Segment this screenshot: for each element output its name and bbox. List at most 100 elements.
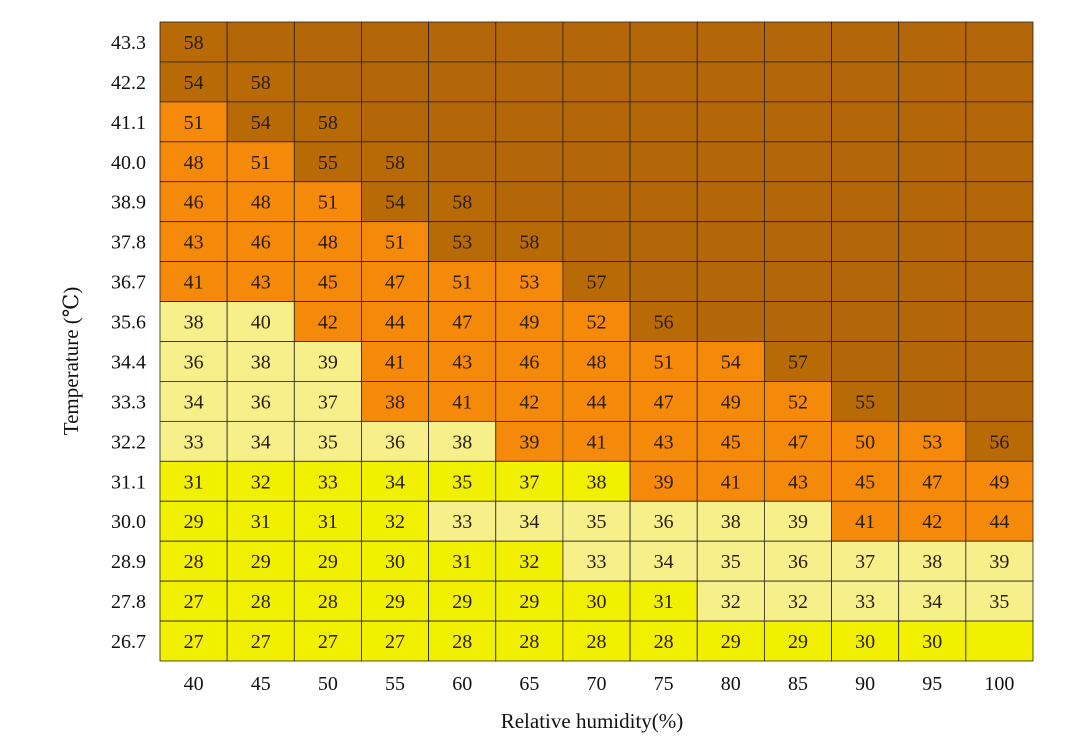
heatmap-cell	[696, 181, 765, 223]
heatmap-cell	[696, 21, 765, 63]
heatmap-cell	[293, 141, 362, 183]
cell-value-label: 35	[318, 431, 338, 453]
heatmap-cell	[831, 301, 900, 342]
cell-value-label: 51	[654, 351, 674, 373]
cell-value-label: 43	[654, 431, 674, 453]
y-tick-label: 33.3	[111, 391, 146, 413]
heatmap-cell	[763, 101, 832, 143]
x-tick-label: 70	[587, 673, 607, 695]
cell-value-label: 36	[385, 431, 405, 453]
heatmap-cell	[159, 61, 228, 103]
heatmap-cell	[696, 221, 765, 263]
y-tick-label: 41.1	[111, 112, 146, 134]
cell-value-label: 36	[251, 391, 271, 413]
cell-value-label: 58	[184, 32, 204, 54]
heatmap-cell	[965, 500, 1034, 542]
heatmap-cell	[831, 341, 900, 382]
cell-value-label: 36	[184, 351, 204, 373]
x-tick-label: 55	[385, 673, 405, 695]
heatmap-cell	[629, 341, 698, 382]
cell-value-label: 33	[318, 471, 338, 493]
heatmap-cell	[159, 261, 228, 302]
heatmap-cell	[495, 540, 564, 582]
cell-value-label: 35	[721, 551, 741, 573]
heatmap-cell	[562, 381, 631, 422]
heatmap-cell	[562, 620, 631, 662]
cell-value-label: 27	[318, 631, 338, 653]
cell-value-label: 58	[251, 72, 271, 94]
heatmap-cell	[361, 381, 430, 422]
heatmap-cell	[361, 21, 430, 63]
heatmap-cell	[898, 181, 967, 223]
heatmap-cell	[293, 381, 362, 422]
cell-value-label: 34	[922, 591, 942, 613]
heatmap-cell	[696, 141, 765, 183]
heatmap-cell	[562, 141, 631, 183]
heatmap-cell	[428, 460, 497, 502]
heatmap-cell	[831, 21, 900, 63]
heatmap-cell	[159, 101, 228, 143]
heatmap-cell	[898, 341, 967, 382]
y-tick-label: 26.7	[111, 631, 146, 653]
cell-value-label: 51	[452, 272, 472, 294]
heatmap-cell	[159, 181, 228, 223]
y-tick-label: 42.2	[111, 72, 146, 94]
heatmap-cell	[495, 261, 564, 302]
heatmap-cell	[495, 301, 564, 342]
cell-value-label: 53	[519, 272, 539, 294]
y-tick-label: 38.9	[111, 192, 146, 214]
heatmap-cell	[965, 261, 1034, 302]
cell-value-label: 47	[788, 431, 808, 453]
cell-value-label: 41	[184, 272, 204, 294]
cell-value-label: 39	[654, 471, 674, 493]
cell-value-label: 39	[989, 551, 1009, 573]
heatmap-cell	[965, 620, 1034, 662]
cell-value-label: 27	[251, 631, 271, 653]
heatmap-cell	[696, 540, 765, 582]
heatmap-cell	[965, 341, 1034, 382]
cell-value-label: 53	[922, 431, 942, 453]
x-axis-title: Relative humidity(%)	[501, 709, 684, 733]
cell-value-label: 31	[251, 511, 271, 533]
heatmap-cell	[361, 540, 430, 582]
cell-value-label: 29	[385, 591, 405, 613]
cell-value-label: 34	[385, 471, 405, 493]
cell-value-label: 32	[788, 591, 808, 613]
cell-value-label: 43	[452, 351, 472, 373]
heatmap-cell	[965, 540, 1034, 582]
heatmap-cell	[428, 61, 497, 103]
heatmap-cell	[361, 341, 430, 382]
heatmap-cell	[696, 101, 765, 143]
heatmap-cell	[361, 221, 430, 263]
heatmap-cell	[361, 101, 430, 143]
cell-value-label: 30	[587, 591, 607, 613]
heatmap-cell	[898, 420, 967, 462]
y-tick-label: 30.0	[111, 511, 146, 533]
heatmap-cell	[226, 460, 295, 502]
heatmap-cell	[361, 420, 430, 462]
cell-value-label: 52	[587, 312, 607, 334]
cell-value-label: 28	[654, 631, 674, 653]
heatmap-cell	[898, 460, 967, 502]
heatmap-cell	[629, 540, 698, 582]
cell-value-label: 57	[788, 351, 808, 373]
heatmap-cell	[428, 101, 497, 143]
cell-value-label: 31	[654, 591, 674, 613]
heatmap-cell	[495, 460, 564, 502]
heatmap-cell	[629, 181, 698, 223]
cell-value-label: 56	[654, 312, 674, 334]
cell-value-label: 38	[452, 431, 472, 453]
heatmap-cell	[696, 301, 765, 342]
cell-value-label: 28	[452, 631, 472, 653]
heatmap-cell	[495, 21, 564, 63]
heatmap-cell	[293, 540, 362, 582]
x-tick-label: 75	[654, 673, 674, 695]
cell-value-label: 34	[251, 431, 271, 453]
heatmap-cell	[763, 301, 832, 342]
cell-value-label: 54	[184, 72, 204, 94]
x-tick-label: 100	[984, 673, 1014, 695]
heatmap-cell	[898, 620, 967, 662]
heatmap-cell	[495, 61, 564, 103]
cell-value-label: 44	[587, 391, 607, 413]
heatmap-cell	[696, 580, 765, 622]
